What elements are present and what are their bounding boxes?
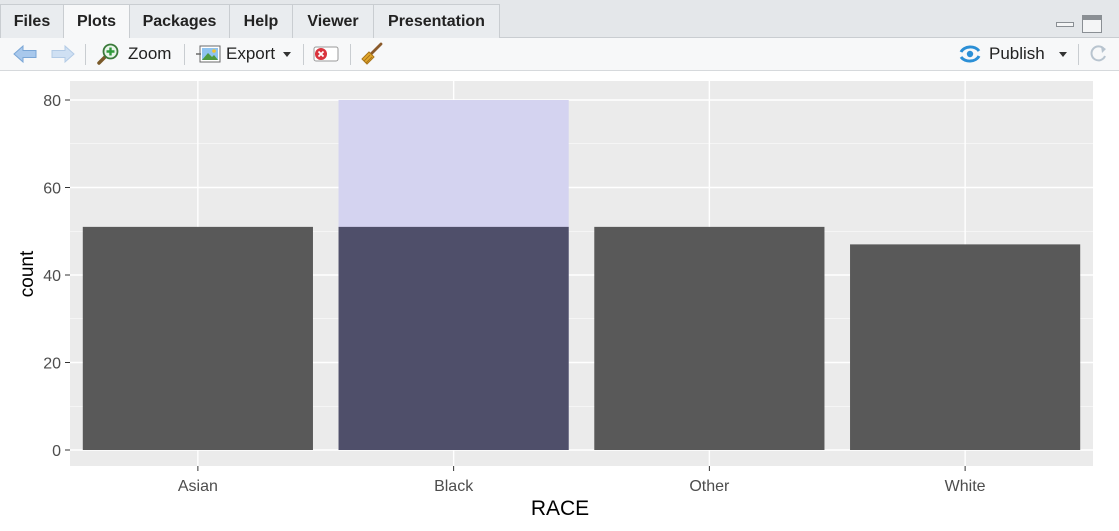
maximize-pane-button[interactable]: [1082, 15, 1102, 33]
remove-plot-icon: [313, 46, 339, 62]
tab-viewer[interactable]: Viewer: [292, 4, 374, 38]
y-tick-label: 0: [52, 443, 61, 460]
tab-viewer-label: Viewer: [307, 13, 359, 30]
publish-icon: [959, 45, 981, 63]
tab-packages-label: Packages: [142, 13, 217, 30]
toolbar-divider: [1078, 44, 1079, 65]
tab-plots[interactable]: Plots: [63, 4, 130, 39]
zoom-button[interactable]: Zoom: [96, 42, 171, 66]
toolbar-divider: [85, 44, 86, 65]
broom-icon: [361, 42, 383, 65]
y-tick-label: 80: [43, 93, 61, 110]
bar-asian: [82, 226, 313, 450]
bar-white: [850, 244, 1081, 450]
bar-black: [338, 226, 569, 450]
y-tick-label: 20: [43, 356, 61, 373]
y-tick-label: 60: [43, 181, 61, 198]
zoom-label: Zoom: [128, 44, 172, 63]
back-button[interactable]: [12, 42, 38, 66]
plots-toolbar: Zoom Export: [0, 38, 1119, 71]
x-tick-label: Black: [434, 478, 474, 495]
image-export-icon: [196, 45, 221, 63]
chevron-down-icon: [283, 51, 292, 57]
publish-label: Publish: [989, 44, 1045, 63]
chevron-down-icon: [1058, 51, 1067, 57]
tab-help-label: Help: [243, 13, 279, 30]
export-label: Export: [226, 44, 276, 63]
x-tick-label: Other: [689, 478, 730, 495]
tab-packages[interactable]: Packages: [129, 4, 230, 38]
zoom-icon: [97, 43, 119, 65]
bar-chart: 0 20 40 60 80 Asian Black Other White: [43, 81, 1093, 495]
toolbar-divider: [303, 44, 304, 65]
refresh-button[interactable]: [1087, 42, 1109, 66]
tab-plots-label: Plots: [76, 13, 117, 30]
y-tick-label: 40: [43, 268, 61, 285]
remove-plot-button[interactable]: [311, 42, 341, 66]
x-axis-title: RACE: [530, 497, 590, 520]
plot-viewer: 0 20 40 60 80 Asian Black Other White count RACE: [0, 71, 1119, 531]
x-tick-label: Asian: [178, 478, 218, 495]
forward-button[interactable]: [50, 42, 76, 66]
tab-help[interactable]: Help: [229, 4, 293, 38]
tab-files-label: Files: [13, 13, 51, 30]
toolbar-divider: [350, 44, 351, 65]
tab-files[interactable]: Files: [0, 4, 64, 38]
arrow-right-icon: [51, 44, 75, 64]
toolbar-divider: [184, 44, 185, 65]
clear-all-plots-button[interactable]: [359, 42, 385, 66]
refresh-icon: [1090, 45, 1106, 62]
publish-button[interactable]: Publish: [957, 42, 1067, 66]
bar-other: [594, 226, 825, 450]
tab-presentation-label: Presentation: [388, 13, 485, 30]
y-axis-title: count: [17, 250, 38, 298]
tab-presentation[interactable]: Presentation: [373, 4, 500, 38]
x-tick-label: White: [945, 478, 986, 495]
pane-tab-bar: Files Plots Packages Help Viewer Present…: [0, 0, 1119, 39]
arrow-left-icon: [13, 44, 37, 64]
minimize-pane-button[interactable]: [1056, 16, 1074, 30]
export-button[interactable]: Export: [196, 42, 292, 66]
